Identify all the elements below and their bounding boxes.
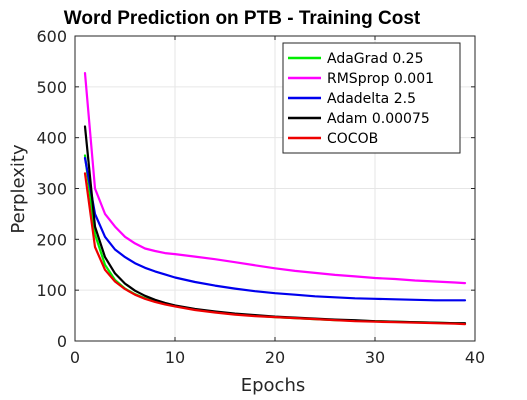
x-tick-label: 30 — [365, 348, 385, 367]
y-tick-label: 200 — [36, 230, 67, 249]
chart-title: Word Prediction on PTB - Training Cost — [64, 8, 421, 29]
y-tick-label: 0 — [57, 332, 67, 351]
series-line-adadelta-2-5 — [83, 156, 467, 302]
x-axis-label: Epochs — [241, 375, 306, 396]
legend-label-adagrad-0-25: AdaGrad 0.25 — [327, 51, 424, 67]
y-axis-label: Perplexity — [8, 144, 29, 234]
y-tick-label: 500 — [36, 78, 67, 97]
series-line-rmsprop-0-001 — [83, 71, 467, 285]
x-tick-label: 40 — [465, 348, 485, 367]
x-tick-label: 10 — [165, 348, 185, 367]
series-line-cocob — [83, 172, 467, 326]
legend-label-rmsprop-0-001: RMSprop 0.001 — [327, 71, 434, 87]
legend-label-cocob: COCOB — [327, 131, 378, 147]
series-lines — [83, 71, 467, 326]
legend-label-adam-0-00075: Adam 0.00075 — [327, 111, 430, 127]
y-tick-label: 400 — [36, 129, 67, 148]
y-tick-label: 600 — [36, 27, 67, 46]
x-tick-label: 0 — [70, 348, 80, 367]
legend: AdaGrad 0.25 RMSprop 0.001 Adadelta 2.5 Ada… — [282, 42, 461, 154]
y-tick-label: 100 — [36, 281, 67, 300]
x-tick-label: 20 — [265, 348, 285, 367]
y-tick-label: 300 — [36, 180, 67, 199]
legend-label-adadelta-2-5: Adadelta 2.5 — [327, 91, 416, 107]
